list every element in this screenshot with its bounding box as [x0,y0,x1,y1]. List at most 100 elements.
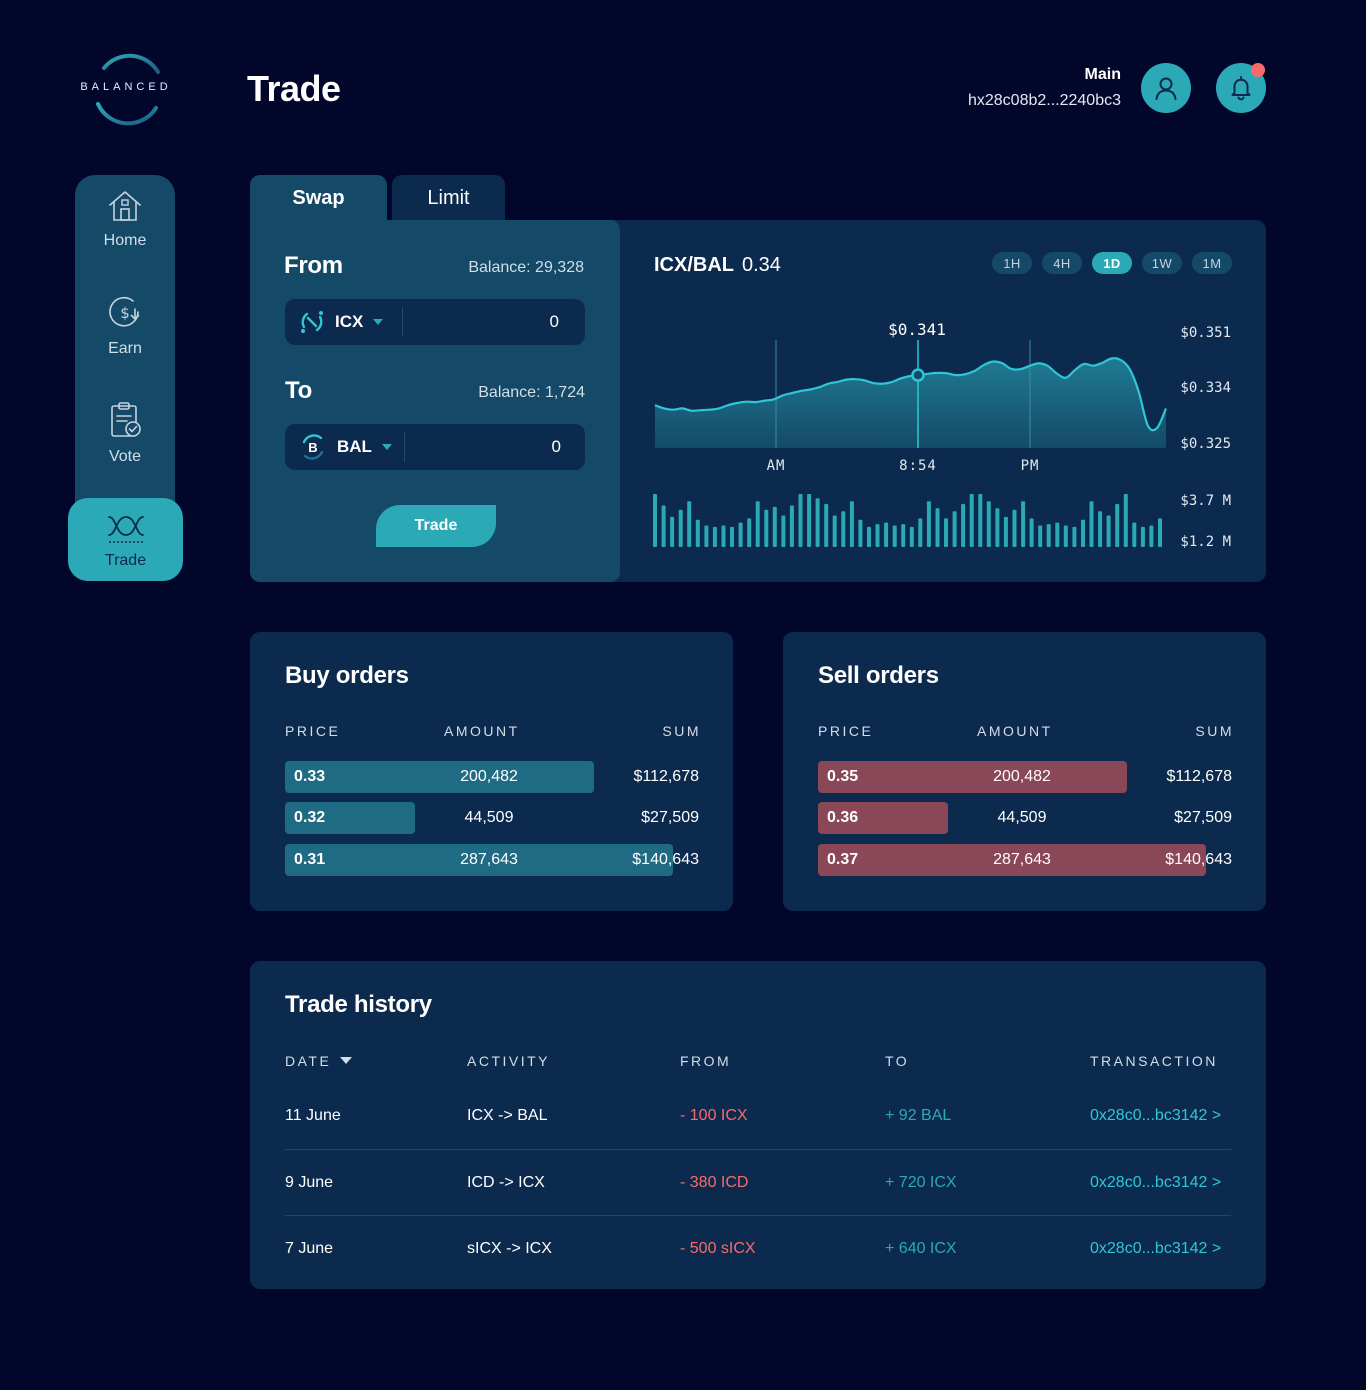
sell-order-row[interactable]: 0.37 287,643 $140,643 [818,844,1232,876]
range-button-1w[interactable]: 1W [1142,252,1182,274]
volume-bar [1072,526,1077,547]
tab-swap[interactable]: Swap [250,175,387,221]
buy-order-price: 0.32 [294,809,326,826]
buy-depth-bar [285,802,415,834]
volume-bar [867,526,871,547]
from-token-select[interactable]: ICX [299,299,384,345]
sell-order-row[interactable]: 0.36 44,509 $27,509 [818,802,1232,834]
volume-bar [1081,519,1085,547]
sell-order-sum: $27,509 [1174,809,1232,826]
swap-form: From Balance: 29,328 ICX To Balance: 1,7… [250,220,620,582]
volume-bar [944,518,948,547]
volume-bar [858,519,863,547]
range-button-4h[interactable]: 4H [1042,252,1082,274]
price-area [655,358,1166,448]
buy-order-amount: 200,482 [460,768,518,785]
buy-orders-card: Buy orders PRICE AMOUNT SUM 0.33 200,482 $… [250,632,733,911]
chevron-down-icon [381,444,392,450]
sort-down-icon [339,1057,352,1064]
history-header-date[interactable]: DATE [285,1053,352,1069]
pair-name: ICX/BAL [654,254,734,276]
history-date: 9 June [285,1174,334,1191]
x-tick-label: AM [767,458,786,474]
volume-bar [909,526,914,547]
volume-bar [704,525,709,547]
volume-bar [661,505,666,547]
history-row: 11 June ICX -> BAL - 100 ICX + 92 BAL 0x28c0… [285,1083,1231,1149]
volume-bar [670,516,675,547]
sell-order-row[interactable]: 0.35 200,482 $112,678 [818,761,1232,793]
buy-order-row[interactable]: 0.31 287,643 $140,643 [285,844,699,876]
hover-value-label: $0.341 [888,320,946,339]
volume-bar [653,494,657,547]
history-header-transaction: TRANSACTION [1090,1053,1218,1069]
buy-header-price: PRICE [285,723,341,739]
volume-bar [687,501,692,547]
volume-bar [695,519,700,547]
sell-order-sum: $140,643 [1165,851,1232,868]
volume-bar [978,494,983,547]
y-tick-label: $0.351 [1180,325,1231,341]
volume-bar [1055,522,1060,547]
buy-order-row[interactable]: 0.32 44,509 $27,509 [285,802,699,834]
sidebar-item-earn[interactable]: $ Earn [75,295,175,358]
to-label: To [285,377,312,404]
sell-order-price: 0.36 [827,809,859,826]
volume-bar [1089,501,1094,547]
sidebar-item-trade[interactable]: Trade [68,498,183,581]
history-transaction-link[interactable]: 0x28c0...bc3142 > [1090,1174,1222,1191]
volume-bar [1123,494,1128,547]
sell-depth-bar [818,802,948,834]
volume-bar [721,525,726,547]
history-to: + 640 ICX [885,1240,957,1257]
buy-order-row[interactable]: 0.33 200,482 $112,678 [285,761,699,793]
sidebar-item-home[interactable]: Home [75,189,175,250]
to-token-select[interactable]: B BAL [299,424,392,470]
bal-token-icon: B [302,434,324,460]
volume-bar [918,518,923,547]
volume-bar [1140,526,1145,547]
trade-button[interactable]: Trade [376,505,496,547]
x-tick-label: 8:54 [899,458,937,474]
from-amount-input[interactable] [409,299,559,345]
input-divider [402,307,403,337]
buy-header-sum: SUM [662,723,701,739]
tab-limit[interactable]: Limit [392,175,505,221]
home-icon [109,191,141,221]
buy-order-amount: 44,509 [464,809,514,826]
volume-bar [832,515,837,547]
account-button[interactable] [1141,63,1191,113]
volume-tick-label: $1.2 M [1180,534,1231,550]
buy-depth-bar [285,761,594,793]
trade-history-card: Trade history DATE ACTIVITY FROM TO TRAN… [250,961,1266,1289]
history-date: 11 June [285,1107,341,1124]
dollar-coin-icon: $ [109,296,140,327]
wallet-address[interactable]: hx28c08b2...2240bc3 [967,92,1121,109]
history-header-to: TO [885,1053,910,1069]
y-tick-label: $0.325 [1180,436,1231,452]
bell-icon [1231,76,1251,101]
volume-bar [1132,522,1137,547]
price-line [654,357,1168,432]
brand-logo[interactable]: BALANCED [72,48,180,128]
sell-header-amount: AMOUNT [977,723,1053,739]
sell-order-price: 0.35 [827,768,859,785]
range-button-1m[interactable]: 1M [1192,252,1232,274]
sell-order-amount: 200,482 [993,768,1051,785]
volume-bar [1115,504,1120,547]
history-to: + 92 BAL [885,1107,952,1124]
price-chart[interactable]: $0.341 AM 8:54 PM $0.351 $0.334 $0.325 $3.7 … [250,220,1266,582]
range-button-1d[interactable]: 1D [1092,252,1132,274]
history-transaction-link[interactable]: 0x28c0...bc3142 > [1090,1240,1222,1257]
to-amount-input[interactable] [411,424,561,470]
sidebar-item-vote[interactable]: Vote [75,401,175,466]
sell-header-sum: SUM [1195,723,1234,739]
history-row: 9 June ICD -> ICX - 380 ICD + 720 ICX 0x28c0… [285,1149,1231,1215]
hover-point[interactable] [911,368,925,382]
volume-bar [1063,525,1068,547]
volume-bar [1021,501,1026,547]
volume-bar [1149,525,1154,547]
history-transaction-link[interactable]: 0x28c0...bc3142 > [1090,1107,1222,1124]
sell-header-price: PRICE [818,723,874,739]
range-button-1h[interactable]: 1H [992,252,1032,274]
